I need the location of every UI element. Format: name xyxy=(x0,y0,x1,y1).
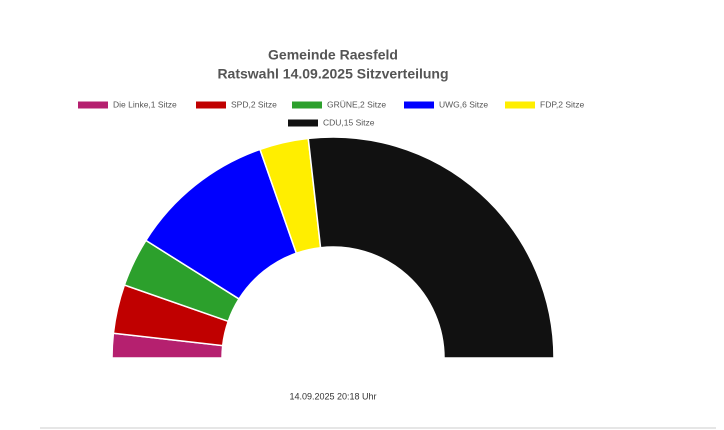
legend-swatch xyxy=(196,101,226,109)
legend-swatch xyxy=(78,101,108,109)
legend-swatch xyxy=(505,101,535,109)
legend-label: CDU,15 Sitze xyxy=(323,117,375,127)
legend-label: FDP,2 Sitze xyxy=(540,99,585,109)
legend-swatch xyxy=(288,119,318,127)
legend-swatch xyxy=(292,101,322,109)
legend-label: SPD,2 Sitze xyxy=(231,99,277,109)
chart-subtitle: Ratswahl 14.09.2025 Sitzverteilung xyxy=(217,66,448,82)
legend-label: UWG,6 Sitze xyxy=(439,99,488,109)
timestamp: 14.09.2025 20:18 Uhr xyxy=(289,391,376,401)
legend-swatch xyxy=(404,101,434,109)
seat-segment xyxy=(307,136,555,359)
legend-label: GRÜNE,2 Sitze xyxy=(327,99,386,109)
chart-title: Gemeinde Raesfeld xyxy=(268,47,398,63)
legend-label: Die Linke,1 Sitze xyxy=(113,99,177,109)
